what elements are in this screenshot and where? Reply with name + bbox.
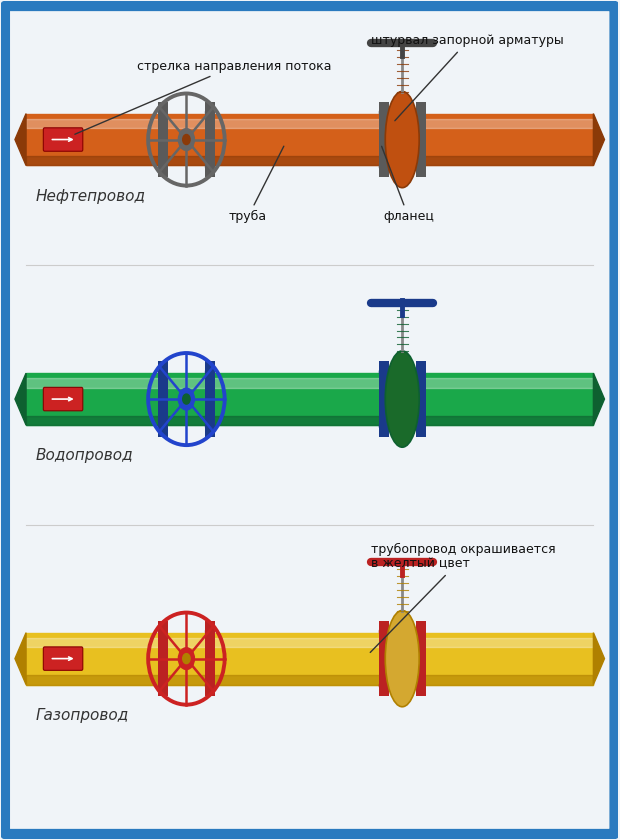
Circle shape	[417, 680, 425, 691]
Polygon shape	[593, 373, 604, 425]
Bar	[26, 118, 593, 129]
Ellipse shape	[385, 351, 419, 447]
Circle shape	[417, 107, 425, 118]
Polygon shape	[15, 373, 26, 425]
Bar	[26, 373, 593, 425]
Bar	[205, 102, 215, 177]
Ellipse shape	[385, 92, 419, 187]
Text: Водопровод: Водопровод	[35, 449, 133, 463]
Circle shape	[417, 420, 425, 432]
Bar	[26, 675, 593, 685]
Circle shape	[417, 626, 425, 638]
Circle shape	[205, 366, 214, 378]
FancyBboxPatch shape	[4, 6, 615, 834]
Polygon shape	[15, 113, 26, 165]
Text: Нефтепровод: Нефтепровод	[35, 189, 145, 203]
Circle shape	[179, 648, 195, 669]
Circle shape	[379, 420, 388, 432]
Circle shape	[205, 680, 214, 691]
Circle shape	[159, 626, 167, 638]
Circle shape	[179, 388, 195, 410]
Bar	[416, 621, 426, 696]
Circle shape	[205, 160, 214, 172]
Polygon shape	[593, 113, 604, 165]
Circle shape	[159, 680, 167, 691]
Circle shape	[183, 394, 190, 404]
Circle shape	[159, 420, 167, 432]
Bar	[158, 102, 168, 177]
Circle shape	[379, 366, 388, 378]
Circle shape	[379, 160, 388, 172]
Circle shape	[379, 680, 388, 691]
FancyArrowPatch shape	[52, 138, 72, 141]
Circle shape	[379, 626, 388, 638]
Polygon shape	[593, 633, 604, 685]
Bar	[416, 102, 426, 177]
FancyArrowPatch shape	[52, 657, 72, 660]
Circle shape	[159, 107, 167, 118]
Circle shape	[179, 129, 195, 150]
Circle shape	[183, 134, 190, 144]
Circle shape	[205, 626, 214, 638]
Bar	[416, 361, 426, 437]
Bar	[26, 378, 593, 387]
Circle shape	[417, 366, 425, 378]
Bar	[158, 621, 168, 696]
Ellipse shape	[385, 611, 419, 706]
Text: стрелка направления потока: стрелка направления потока	[75, 60, 332, 134]
Bar	[26, 113, 593, 165]
Bar	[379, 621, 389, 696]
Bar	[26, 633, 593, 685]
Bar	[26, 416, 593, 425]
Text: штурвал запорной арматуры: штурвал запорной арматуры	[371, 34, 564, 121]
FancyBboxPatch shape	[43, 128, 83, 151]
Bar	[379, 361, 389, 437]
Polygon shape	[15, 633, 26, 685]
Bar	[205, 361, 215, 437]
Circle shape	[183, 654, 190, 664]
Circle shape	[159, 160, 167, 172]
Circle shape	[417, 160, 425, 172]
Bar	[26, 156, 593, 165]
Circle shape	[159, 366, 167, 378]
Circle shape	[205, 420, 214, 432]
Circle shape	[379, 107, 388, 118]
Text: Газопровод: Газопровод	[35, 708, 128, 722]
FancyArrowPatch shape	[52, 397, 72, 401]
Bar	[205, 621, 215, 696]
Bar	[26, 638, 593, 647]
FancyBboxPatch shape	[43, 647, 83, 670]
Bar	[379, 102, 389, 177]
Bar	[158, 361, 168, 437]
Circle shape	[205, 107, 214, 118]
FancyBboxPatch shape	[43, 387, 83, 411]
Text: фланец: фланец	[382, 146, 434, 223]
Text: трубопровод окрашивается
в желтый цвет: трубопровод окрашивается в желтый цвет	[370, 543, 556, 653]
Text: труба: труба	[229, 146, 284, 223]
